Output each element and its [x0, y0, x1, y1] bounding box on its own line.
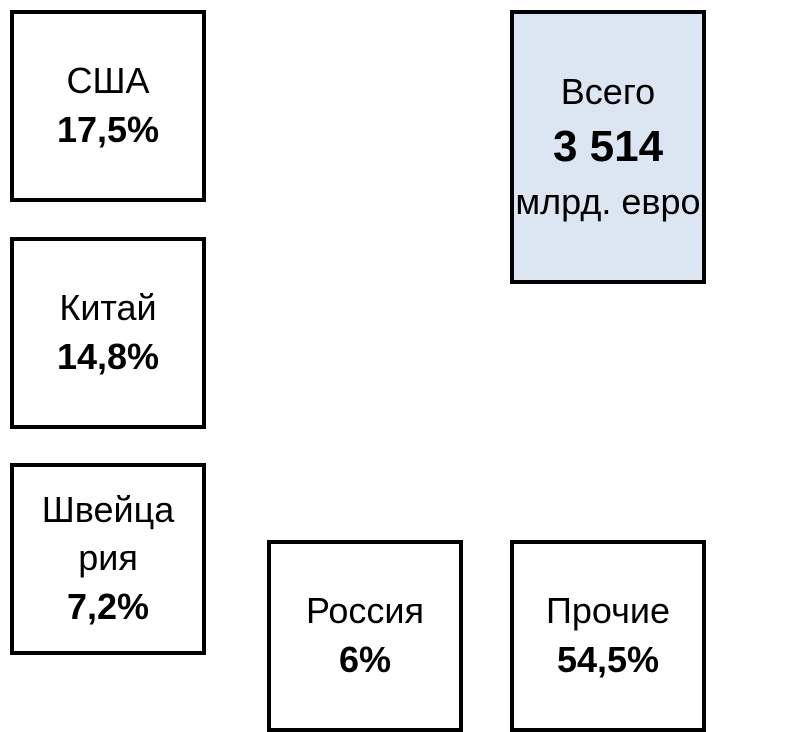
country-label: Китай [59, 287, 157, 328]
country-label: Прочие [545, 590, 670, 631]
country-label: Россия [305, 590, 425, 631]
total-unit: млрд. евро [515, 181, 701, 222]
country-share: 14,8% [56, 336, 160, 377]
country-label: США [66, 60, 150, 101]
country-box: США 17,5% [10, 10, 206, 202]
total-box: Всего 3 514 млрд. евро [510, 10, 706, 284]
country-label: Швейцария [41, 489, 175, 578]
total-value: 3 514 [552, 122, 664, 171]
total-label: Всего [560, 71, 656, 112]
country-share: 17,5% [56, 109, 160, 150]
country-box: Россия 6% [267, 540, 463, 732]
country-share: 7,2% [66, 586, 150, 627]
country-box: Китай 14,8% [10, 237, 206, 429]
country-box: Прочие 54,5% [510, 540, 706, 732]
country-box: Швейцария 7,2% [10, 463, 206, 655]
country-share: 54,5% [556, 639, 660, 680]
country-share: 6% [338, 639, 392, 680]
